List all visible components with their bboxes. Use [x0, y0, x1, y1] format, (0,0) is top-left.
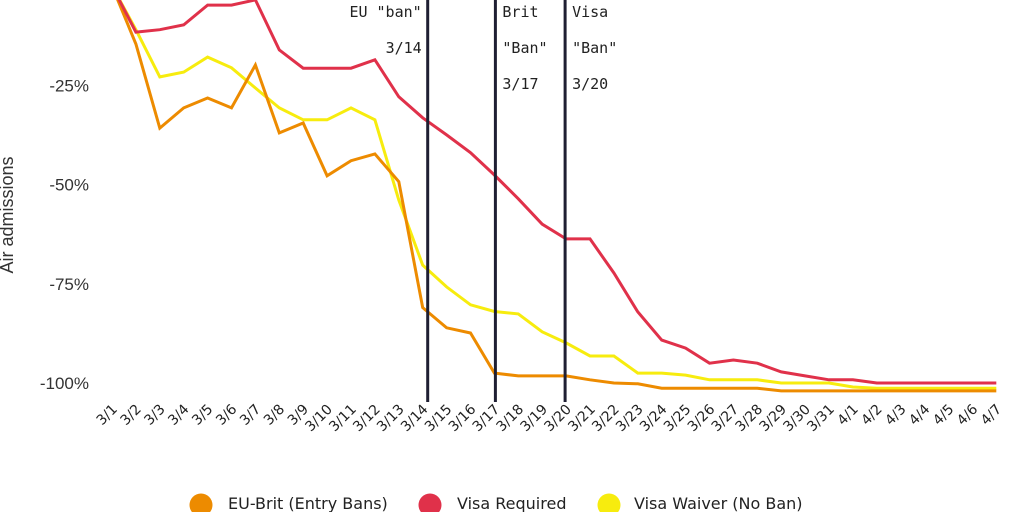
series-line [116, 0, 997, 393]
x-tick-label: 3/2 [117, 402, 144, 429]
ban-annotation-text: "Ban" [572, 39, 617, 57]
x-axis-ticks: 3/13/23/33/43/53/63/73/83/93/103/113/123… [94, 401, 1006, 435]
ban-annotation-text: 3/17 [502, 75, 538, 93]
x-tick-label: 3/8 [261, 402, 288, 429]
ban-annotations: EU "ban" 3/14 Brit "Ban" 3/17 Visa "Ban" 3/20 [349, 0, 617, 402]
ban-annotation-text: EU "ban" [349, 3, 421, 21]
y-tick-label: -50% [49, 176, 89, 195]
legend-label-visa-required: Visa Required [457, 494, 566, 512]
x-tick-label: 3/6 [213, 401, 240, 428]
legend-item-visa-required[interactable]: Visa Required [418, 493, 567, 512]
y-tick-label: -25% [49, 76, 89, 95]
legend: EU-Brit (Entry Bans) Visa Required Visa … [189, 493, 803, 512]
series-line [117, 0, 997, 385]
x-tick-label: 3/5 [189, 402, 216, 429]
legend-item-eu-brit[interactable]: EU-Brit (Entry Bans) [189, 493, 388, 512]
x-tick-label: 4/5 [930, 402, 957, 429]
x-tick-label: 3/3 [141, 402, 168, 429]
legend-swatch-eu-brit [189, 493, 213, 512]
x-tick-label: 3/7 [237, 402, 264, 429]
y-axis-label-group: Air admissions [0, 156, 17, 273]
legend-swatch-visa-waiver [597, 493, 621, 512]
data-series [116, 0, 997, 393]
x-tick-label: 3/4 [165, 401, 192, 428]
series-line [117, 0, 997, 390]
ban-annotation-text: "Ban" [502, 39, 547, 57]
legend-label-visa-waiver: Visa Waiver (No Ban) [634, 494, 803, 512]
ban-annotation-text: 3/20 [572, 75, 608, 93]
x-tick-label: 4/2 [858, 402, 885, 429]
ban-annotation-text: Visa [572, 3, 608, 21]
ban-annotation-text: 3/14 [386, 39, 422, 57]
legend-label-eu-brit: EU-Brit (Entry Bans) [228, 494, 388, 512]
y-tick-label: -75% [49, 275, 89, 294]
x-tick-label: 4/6 [954, 401, 981, 428]
x-tick-label: 4/1 [834, 402, 861, 429]
ban-annotation-text: Brit [502, 3, 538, 21]
y-axis-ticks: -25% -50% -75% -100% [40, 76, 89, 393]
x-tick-label: 4/7 [978, 402, 1005, 429]
y-tick-label: -100% [40, 374, 89, 393]
x-tick-label: 3/1 [94, 402, 121, 429]
x-tick-label: 4/4 [906, 401, 933, 428]
y-axis-label: Air admissions [0, 156, 17, 273]
x-tick-label: 4/3 [882, 402, 909, 429]
legend-swatch-visa-required [418, 493, 442, 512]
legend-item-visa-waiver[interactable]: Visa Waiver (No Ban) [597, 493, 803, 512]
x-tick-label: 3/31 [804, 402, 838, 436]
